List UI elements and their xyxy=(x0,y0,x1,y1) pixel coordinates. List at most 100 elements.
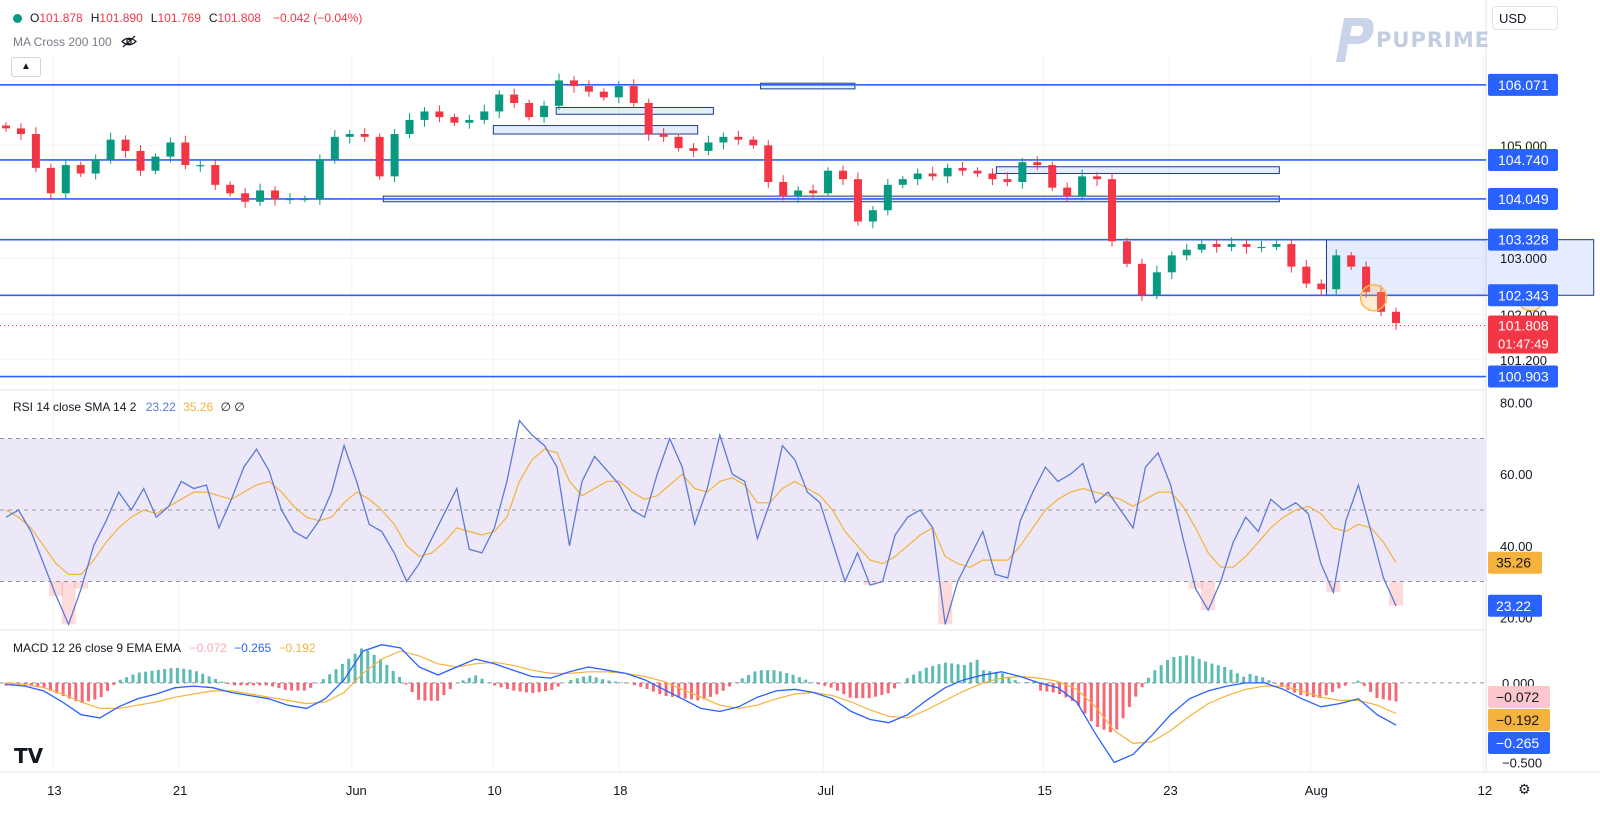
macd-hist-bar xyxy=(543,682,547,692)
macd-hist-bar xyxy=(175,667,179,683)
gear-icon[interactable]: ⚙ xyxy=(1518,781,1531,797)
macd-hist-bar xyxy=(886,682,890,694)
macd-hist-bar xyxy=(1178,656,1182,683)
macd-hist-bar xyxy=(486,682,490,683)
candle-body xyxy=(1287,244,1296,267)
macd-hist-bar xyxy=(398,676,402,683)
candles xyxy=(2,73,1400,330)
candle-body xyxy=(1152,272,1161,295)
macd-hist-bar xyxy=(696,682,700,701)
macd-hist-bar xyxy=(55,682,59,694)
macd-tick-label: −0.500 xyxy=(1502,755,1542,770)
macd-hist-bar xyxy=(918,671,922,683)
macd-hist-bar xyxy=(994,671,998,683)
level-badge-label: 104.049 xyxy=(1498,191,1549,207)
macd-badge: −0.265 xyxy=(1488,732,1550,754)
candle-body xyxy=(1063,187,1072,197)
macd-hist-bar xyxy=(639,682,643,687)
macd-hist-bar xyxy=(601,679,605,683)
rsi-band xyxy=(0,438,1486,582)
macd-hist-bar xyxy=(791,674,795,683)
rsi-oversold-fill xyxy=(61,581,76,625)
macd-hist-bar xyxy=(1070,682,1074,701)
ohlc-value: 101.878 xyxy=(39,11,83,25)
macd-hist-bar xyxy=(1108,682,1112,733)
level-badge-bg xyxy=(1488,365,1558,388)
rsi-legend: RSI 14 close SMA 14 2 23.22 35.26 ∅ ∅ xyxy=(13,400,245,414)
candle-body xyxy=(181,142,190,166)
candle-body xyxy=(674,136,683,149)
currency-label: USD xyxy=(1499,11,1527,26)
macd-hist-bar xyxy=(112,682,116,685)
macd-hist-bar xyxy=(658,682,662,695)
macd-hist-bar xyxy=(480,678,484,683)
candle-body xyxy=(525,102,534,118)
zone-box xyxy=(995,166,1280,175)
time-tick-label: 18 xyxy=(613,783,627,798)
candle-body xyxy=(719,136,728,143)
zone-box xyxy=(760,82,856,90)
indicator-label: MA Cross 200 100 xyxy=(13,35,137,51)
rsi-badge-bg xyxy=(1488,594,1542,617)
macd-hist-bar xyxy=(759,670,763,683)
macd-hist-bar xyxy=(1204,661,1208,683)
macd-hist-bar xyxy=(125,677,129,683)
macd-hist-bar xyxy=(931,665,935,683)
candle-body xyxy=(390,134,399,177)
candle-body xyxy=(106,139,115,160)
candle-body xyxy=(1257,246,1266,249)
candle-body xyxy=(883,184,892,211)
macd-line-value: −0.265 xyxy=(234,641,272,655)
ohlc-c: C101.808 xyxy=(209,11,265,25)
zone-box xyxy=(555,106,714,115)
macd-hist-bar xyxy=(404,682,408,685)
macd-hist-bar xyxy=(290,682,294,691)
macd-hist-bar xyxy=(99,682,103,697)
candle-body xyxy=(734,136,743,140)
macd-hist-bar xyxy=(1292,682,1296,693)
macd-hist-bar xyxy=(1369,682,1373,692)
macd-hist-bar xyxy=(283,682,287,690)
candle-body xyxy=(76,165,85,174)
currency-selector[interactable]: USD xyxy=(1492,6,1558,30)
macd-hist-bar xyxy=(429,682,433,701)
ohlc-legend: O101.878 H101.890 L101.769 C101.808 −0.042 (… xyxy=(13,11,366,25)
macd-hist-bar xyxy=(264,682,268,686)
rsi-line xyxy=(5,419,1397,627)
price-tick-label: 101.200 xyxy=(1500,353,1547,368)
macd-badge-label: −0.265 xyxy=(1496,735,1539,751)
candle-body xyxy=(1122,241,1131,264)
candle-body xyxy=(973,170,982,174)
macd-hist-bar xyxy=(353,653,357,683)
candle-body xyxy=(1392,311,1400,324)
rsi-tick-label: 80.00 xyxy=(1500,396,1533,411)
level-badge-bg xyxy=(1488,284,1558,307)
candle-body xyxy=(704,142,713,151)
ohlc-values: O101.878 H101.890 L101.769 C101.808 xyxy=(30,11,269,25)
candle-body xyxy=(794,190,803,197)
candle-body xyxy=(450,117,459,123)
eye-off-icon[interactable] xyxy=(121,35,137,51)
candle-body xyxy=(928,173,937,177)
macd-hist-bar xyxy=(632,682,636,686)
macd-hist-bar xyxy=(645,682,649,689)
macd-hist-bar xyxy=(1229,669,1233,683)
candle-body xyxy=(1108,179,1117,242)
macd-hist-bar xyxy=(42,682,46,689)
macd-hist-bar xyxy=(385,664,389,683)
chevron-up-icon[interactable]: ▲ xyxy=(11,57,41,77)
macd-hist-bar xyxy=(715,682,719,695)
macd-hist-bar xyxy=(10,682,14,686)
macd-hist-bar xyxy=(924,667,928,683)
candle-body xyxy=(1197,244,1206,250)
rsi-tick-label: 40.00 xyxy=(1500,539,1533,554)
level-badge: 103.328 xyxy=(1488,228,1558,251)
macd-hist-bar xyxy=(537,682,541,693)
candle-body xyxy=(1362,266,1371,293)
macd-hist-bar xyxy=(493,682,497,686)
levels xyxy=(0,84,1486,378)
macd-hist-bar xyxy=(505,682,509,689)
macd-hist-bar xyxy=(1146,677,1150,683)
macd-hist-bar xyxy=(1140,682,1144,688)
